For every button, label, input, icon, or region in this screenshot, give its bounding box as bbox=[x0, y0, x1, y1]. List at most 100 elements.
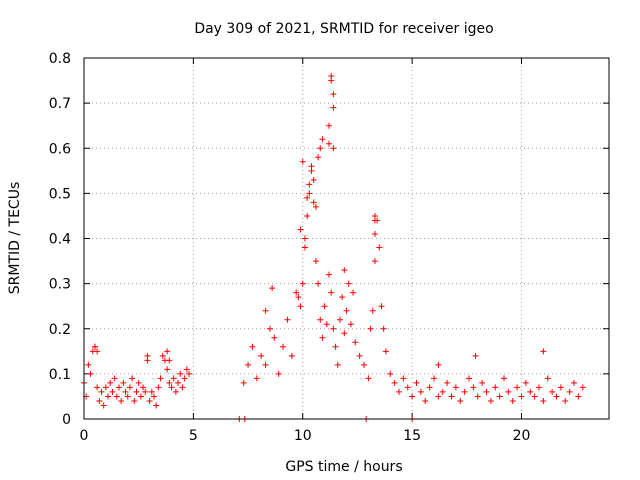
data-point bbox=[98, 388, 105, 395]
data-point bbox=[166, 357, 173, 364]
y-tick-label: 0 bbox=[62, 412, 71, 428]
data-point bbox=[444, 379, 451, 386]
data-point bbox=[352, 339, 359, 346]
data-point bbox=[186, 370, 192, 377]
data-point bbox=[102, 384, 109, 391]
data-point bbox=[111, 375, 118, 382]
data-point bbox=[380, 325, 387, 332]
x-tick-label: 10 bbox=[294, 428, 312, 444]
data-point bbox=[531, 393, 538, 400]
data-point bbox=[166, 379, 173, 386]
data-point bbox=[341, 330, 348, 337]
data-point bbox=[356, 352, 363, 359]
data-point bbox=[431, 375, 437, 382]
data-point bbox=[367, 325, 374, 332]
y-tick-label: 0.4 bbox=[49, 232, 71, 248]
data-point bbox=[140, 384, 147, 391]
data-point bbox=[330, 145, 337, 152]
data-point bbox=[157, 375, 164, 382]
data-point bbox=[126, 384, 133, 391]
data-point bbox=[172, 388, 179, 395]
data-point bbox=[275, 370, 282, 377]
data-point bbox=[312, 258, 319, 265]
data-point bbox=[306, 190, 313, 197]
data-point bbox=[571, 379, 577, 386]
data-point bbox=[293, 289, 300, 296]
data-point bbox=[310, 199, 317, 206]
data-point bbox=[343, 307, 350, 314]
data-point bbox=[116, 384, 122, 391]
x-tick-label: 20 bbox=[513, 428, 531, 444]
y-tick-label: 0.7 bbox=[49, 96, 71, 112]
data-point bbox=[146, 397, 153, 404]
data-point bbox=[557, 384, 564, 391]
ticks: 0 0.1 0.2 0.3 0.4 0.5 0.6 0.7 0.8 0 5 10 15 20 bbox=[49, 51, 609, 444]
data-point bbox=[319, 334, 326, 341]
data-point bbox=[315, 154, 322, 161]
data-point bbox=[341, 267, 348, 274]
data-point bbox=[310, 176, 317, 183]
data-point bbox=[107, 379, 114, 386]
data-point bbox=[177, 370, 184, 377]
data-point bbox=[304, 212, 311, 219]
data-point bbox=[492, 384, 499, 391]
data-point bbox=[299, 280, 306, 287]
data-point bbox=[514, 384, 521, 391]
data-point bbox=[118, 397, 125, 404]
data-point bbox=[326, 271, 332, 278]
data-point bbox=[422, 397, 429, 404]
data-point bbox=[297, 303, 304, 310]
data-point bbox=[553, 393, 560, 400]
data-point bbox=[258, 352, 265, 359]
data-point bbox=[330, 91, 337, 98]
data-point bbox=[527, 388, 534, 395]
data-point bbox=[131, 397, 138, 404]
data-point bbox=[319, 136, 326, 143]
data-point bbox=[452, 384, 459, 391]
data-point bbox=[345, 280, 352, 287]
data-point bbox=[549, 388, 556, 395]
data-point bbox=[540, 348, 547, 355]
data-point bbox=[148, 388, 155, 395]
data-point bbox=[142, 388, 149, 395]
data-point bbox=[439, 388, 446, 395]
data-point bbox=[417, 388, 424, 395]
data-point bbox=[579, 384, 586, 391]
data-point bbox=[175, 379, 182, 386]
data-point bbox=[487, 397, 494, 404]
data-point bbox=[326, 140, 332, 147]
data-point bbox=[347, 321, 354, 328]
data-point bbox=[361, 361, 367, 368]
data-point bbox=[304, 194, 311, 201]
data-point bbox=[321, 303, 328, 310]
data-point bbox=[144, 352, 151, 359]
y-tick-label: 0.8 bbox=[49, 51, 71, 67]
data-point bbox=[164, 366, 171, 373]
data-point bbox=[181, 375, 188, 382]
data-point bbox=[479, 379, 486, 386]
data-point bbox=[328, 77, 335, 84]
y-tick-label: 0.2 bbox=[49, 322, 71, 338]
plot-frame bbox=[83, 57, 610, 420]
data-point bbox=[509, 397, 516, 404]
data-point bbox=[317, 145, 324, 152]
data-point bbox=[85, 361, 92, 368]
data-point bbox=[96, 397, 103, 404]
data-point bbox=[297, 226, 304, 233]
data-point bbox=[323, 321, 330, 328]
data-point bbox=[536, 384, 542, 391]
data-point bbox=[240, 379, 247, 386]
data-point bbox=[387, 370, 394, 377]
data-point bbox=[371, 217, 378, 224]
data-point bbox=[540, 397, 547, 404]
data-point bbox=[295, 294, 302, 301]
data-point bbox=[474, 393, 481, 400]
data-point bbox=[562, 397, 569, 404]
data-point bbox=[376, 244, 383, 251]
data-point bbox=[301, 235, 308, 242]
data-point bbox=[120, 379, 127, 386]
data-point bbox=[435, 393, 442, 400]
data-point bbox=[105, 393, 112, 400]
data-point bbox=[253, 375, 260, 382]
data-point bbox=[308, 167, 315, 174]
